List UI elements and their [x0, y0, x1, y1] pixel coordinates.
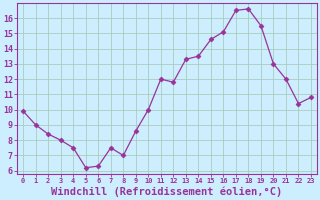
- X-axis label: Windchill (Refroidissement éolien,°C): Windchill (Refroidissement éolien,°C): [52, 187, 283, 197]
